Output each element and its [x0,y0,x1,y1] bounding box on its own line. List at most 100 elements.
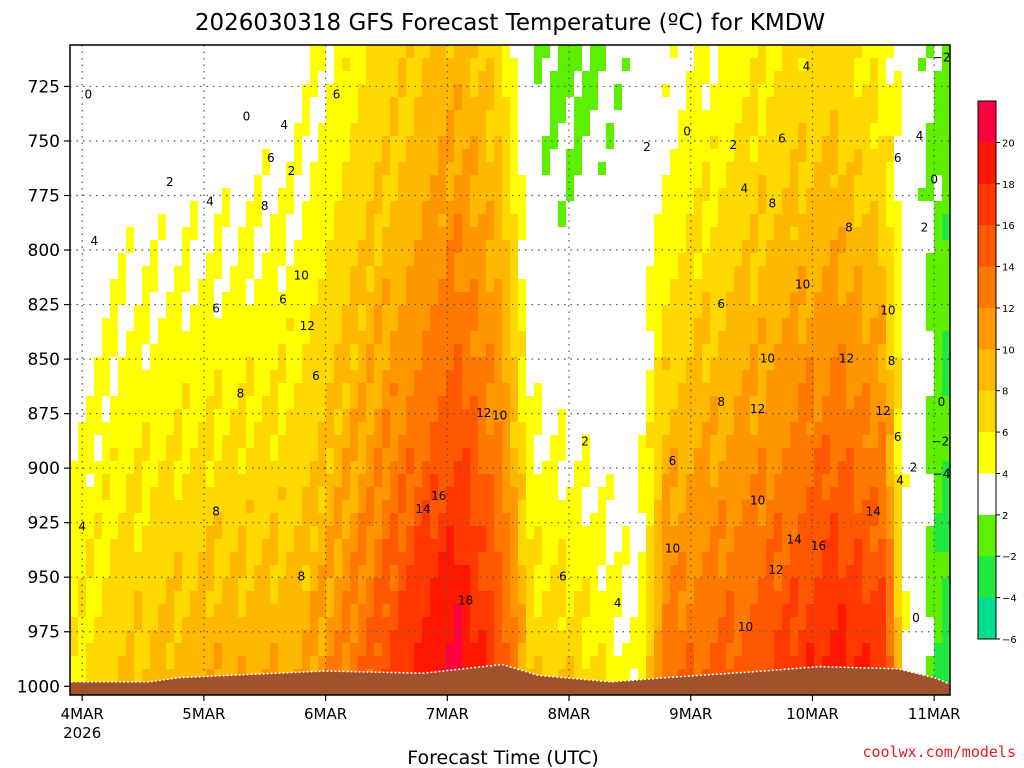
temperature-cell [854,604,863,618]
temperature-cell [102,461,111,475]
temperature-cell [342,201,351,215]
temperature-cell [286,175,295,189]
temperature-cell [134,84,143,98]
temperature-cell [670,292,679,306]
temperature-cell [254,357,263,371]
temperature-cell [718,422,727,436]
temperature-cell [830,552,839,566]
temperature-cell [670,383,679,397]
temperature-cell [742,565,751,579]
temperature-cell [102,292,111,306]
temperature-cell [270,617,279,631]
temperature-cell [718,227,727,241]
temperature-cell [262,305,271,319]
temperature-cell [134,526,143,540]
temperature-cell [638,292,647,306]
temperature-cell [566,84,575,98]
temperature-cell [150,461,159,475]
temperature-cell [526,500,535,514]
temperature-cell [214,656,223,670]
temperature-cell [822,318,831,332]
temperature-cell [830,565,839,579]
temperature-cell [126,201,135,215]
temperature-cell [94,110,103,124]
temperature-cell [630,188,639,202]
temperature-cell [790,383,799,397]
temperature-cell [846,656,855,670]
temperature-cell [838,253,847,267]
temperature-cell [142,526,151,540]
temperature-cell [710,474,719,488]
temperature-cell [182,383,191,397]
temperature-cell [854,149,863,163]
temperature-cell [526,97,535,111]
temperature-cell [598,266,607,280]
temperature-cell [190,71,199,85]
temperature-cell [246,604,255,618]
temperature-cell [558,71,567,85]
temperature-cell [662,240,671,254]
temperature-cell [150,526,159,540]
temperature-cell [758,318,767,332]
temperature-cell [174,552,183,566]
temperature-cell [406,357,415,371]
temperature-cell [182,292,191,306]
temperature-cell [406,448,415,462]
temperature-cell [142,214,151,228]
temperature-cell [462,396,471,410]
temperature-cell [742,136,751,150]
temperature-cell [438,552,447,566]
temperature-cell [734,500,743,514]
temperature-cell [374,409,383,423]
temperature-cell [510,149,519,163]
temperature-cell [630,266,639,280]
temperature-cell [334,240,343,254]
temperature-cell [262,539,271,553]
temperature-cell [478,253,487,267]
temperature-cell [590,318,599,332]
temperature-cell [446,604,455,618]
temperature-cell [534,188,543,202]
temperature-cell [582,149,591,163]
temperature-cell [614,214,623,228]
temperature-cell [222,435,231,449]
temperature-cell [318,318,327,332]
temperature-cell [582,279,591,293]
temperature-cell [774,279,783,293]
temperature-cell [406,149,415,163]
temperature-cell [622,97,631,111]
temperature-cell [854,227,863,241]
temperature-cell [150,435,159,449]
temperature-cell [286,552,295,566]
temperature-cell [70,344,79,358]
temperature-cell [238,487,247,501]
temperature-cell [190,565,199,579]
temperature-cell [278,84,287,98]
temperature-cell [774,383,783,397]
temperature-cell [510,279,519,293]
temperature-cell [462,201,471,215]
temperature-cell [174,123,183,137]
temperature-cell [174,643,183,657]
temperature-cell [534,396,543,410]
temperature-cell [774,227,783,241]
temperature-cell [142,240,151,254]
temperature-cell [406,487,415,501]
temperature-cell [158,604,167,618]
temperature-cell [606,227,615,241]
temperature-cell [246,617,255,631]
temperature-cell [446,188,455,202]
temperature-cell [310,448,319,462]
temperature-cell [206,487,215,501]
temperature-cell [478,487,487,501]
temperature-cell [238,591,247,605]
temperature-cell [694,266,703,280]
temperature-cell [566,422,575,436]
temperature-cell [518,565,527,579]
temperature-cell [846,331,855,345]
temperature-cell [702,656,711,670]
temperature-cell [286,383,295,397]
temperature-cell [286,526,295,540]
temperature-cell [614,149,623,163]
